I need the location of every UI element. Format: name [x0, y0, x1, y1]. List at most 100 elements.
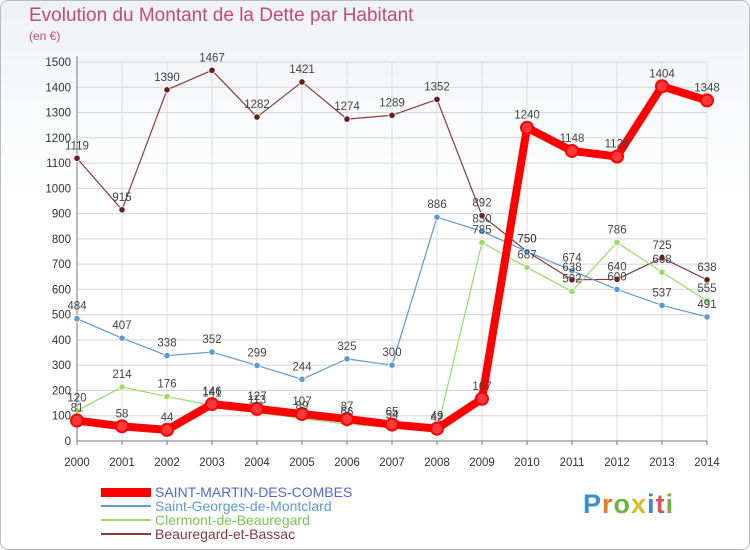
y-tick-label: 300: [52, 360, 71, 372]
data-label: 640: [607, 261, 626, 273]
y-tick-label: 1400: [45, 82, 71, 94]
x-tick-label: 2007: [379, 457, 405, 469]
data-label: 786: [607, 224, 626, 236]
y-tick-label: 200: [52, 385, 71, 397]
data-label: 113: [248, 394, 266, 406]
x-tick-label: 2005: [289, 457, 315, 469]
series-0-point: [565, 143, 579, 158]
legend-swatch: [101, 533, 151, 535]
data-label: 66: [341, 406, 354, 418]
data-label: 668: [652, 254, 671, 266]
x-tick-label: 2013: [649, 457, 675, 469]
data-label: 44: [161, 412, 174, 424]
legend-item: Clermont-de-Beauregard: [101, 513, 352, 527]
series-1-point: [613, 285, 621, 293]
data-label: 1289: [379, 97, 405, 109]
series-1-point: [163, 351, 171, 360]
x-tick-label: 2004: [244, 457, 270, 469]
series-1-point: [703, 313, 711, 321]
legend-label: Clermont-de-Beauregard: [155, 512, 310, 528]
data-label: 1126: [605, 138, 630, 150]
x-tick-label: 2002: [154, 457, 180, 469]
x-tick-label: 2006: [334, 457, 360, 469]
series-0-point: [115, 419, 129, 434]
series-2-point: [163, 392, 171, 401]
series-3-point: [163, 86, 171, 94]
data-label: 89: [296, 401, 309, 413]
y-tick-label: 1200: [45, 133, 71, 145]
data-label: 214: [112, 369, 132, 381]
data-label: 725: [652, 240, 671, 252]
data-label: 915: [112, 192, 131, 204]
series-2-point: [703, 297, 711, 305]
series-3-point: [478, 212, 486, 220]
data-label: 600: [607, 271, 626, 283]
series-0-point: [250, 401, 264, 416]
series-1-point: [253, 361, 261, 370]
x-tick-label: 2010: [514, 457, 540, 469]
y-tick-label: 700: [52, 259, 71, 271]
series-2-point: [568, 287, 576, 296]
data-label: 352: [202, 334, 221, 346]
series-0-point: [655, 79, 669, 94]
series-1-point: [208, 348, 216, 356]
data-label: 555: [697, 283, 716, 295]
y-tick-label: 1000: [45, 183, 71, 195]
y-tick-label: 100: [52, 411, 71, 423]
legend-item: Saint-Georges-de-Montclard: [101, 499, 352, 513]
data-label: 244: [292, 361, 312, 373]
data-label: 299: [247, 347, 266, 359]
data-label: 687: [517, 249, 536, 261]
proxiti-logo: Proxiti: [583, 489, 675, 519]
data-label: 592: [562, 273, 581, 285]
legend-label: Saint-Georges-de-Montclard: [155, 498, 332, 514]
series-layer: [70, 66, 714, 437]
data-label: 127: [247, 391, 266, 403]
axes: 0 100 200 300 400 500 600 700 800 900 1000 1100 1200…: [45, 56, 720, 469]
chart-subtitle: (en €): [29, 29, 61, 43]
data-label: 1240: [514, 110, 540, 122]
y-tick-label: 0: [65, 436, 71, 448]
series-3-point: [613, 275, 621, 283]
data-label: 338: [157, 338, 176, 350]
series-1-point: [73, 315, 81, 323]
data-labels: 81 58 44 146 127 107 87 65 49 167 1240 1148 1126 1404…: [65, 52, 720, 424]
series-0-point: [340, 412, 354, 427]
series-0-point: [430, 421, 444, 436]
data-label: 1421: [289, 64, 315, 76]
y-tick-label: 1500: [45, 57, 71, 69]
series-3-point: [73, 154, 81, 162]
series-1-point: [568, 267, 576, 275]
x-tick-label: 2001: [109, 457, 135, 469]
legend-item: Beauregard-et-Bassac: [101, 527, 352, 541]
series-0-point: [205, 397, 219, 412]
legend-swatch: [101, 487, 151, 497]
legend-swatch: [101, 505, 151, 507]
data-label: 176: [157, 379, 176, 391]
x-tick-label: 2014: [694, 457, 720, 469]
legend-label: SAINT-MARTIN-DES-COMBES: [155, 484, 353, 500]
data-label: 141: [202, 387, 221, 399]
data-label: 1390: [154, 72, 180, 84]
data-label: 1282: [244, 99, 270, 111]
x-tick-label: 2011: [560, 457, 585, 469]
y-tick-label: 1100: [46, 158, 71, 170]
x-tick-label: 2009: [469, 457, 495, 469]
data-label: 49: [431, 411, 444, 423]
data-label: 1467: [199, 52, 225, 64]
x-tick-label: 2003: [199, 457, 225, 469]
series-3-point: [343, 115, 351, 123]
series-3-point: [658, 254, 666, 262]
data-label: 750: [517, 234, 536, 246]
series-0-point: [520, 120, 534, 135]
chart-title: Evolution du Montant de la Dette par Hab…: [29, 5, 414, 26]
y-tick-label: 900: [52, 209, 71, 221]
legend-swatch: [101, 519, 151, 521]
x-tick-label: 2008: [424, 457, 450, 469]
series-1-point: [478, 227, 486, 235]
data-label: 1119: [65, 140, 89, 152]
data-label: 674: [562, 253, 582, 265]
data-label: 1348: [694, 82, 720, 94]
series-2-point: [613, 238, 621, 247]
